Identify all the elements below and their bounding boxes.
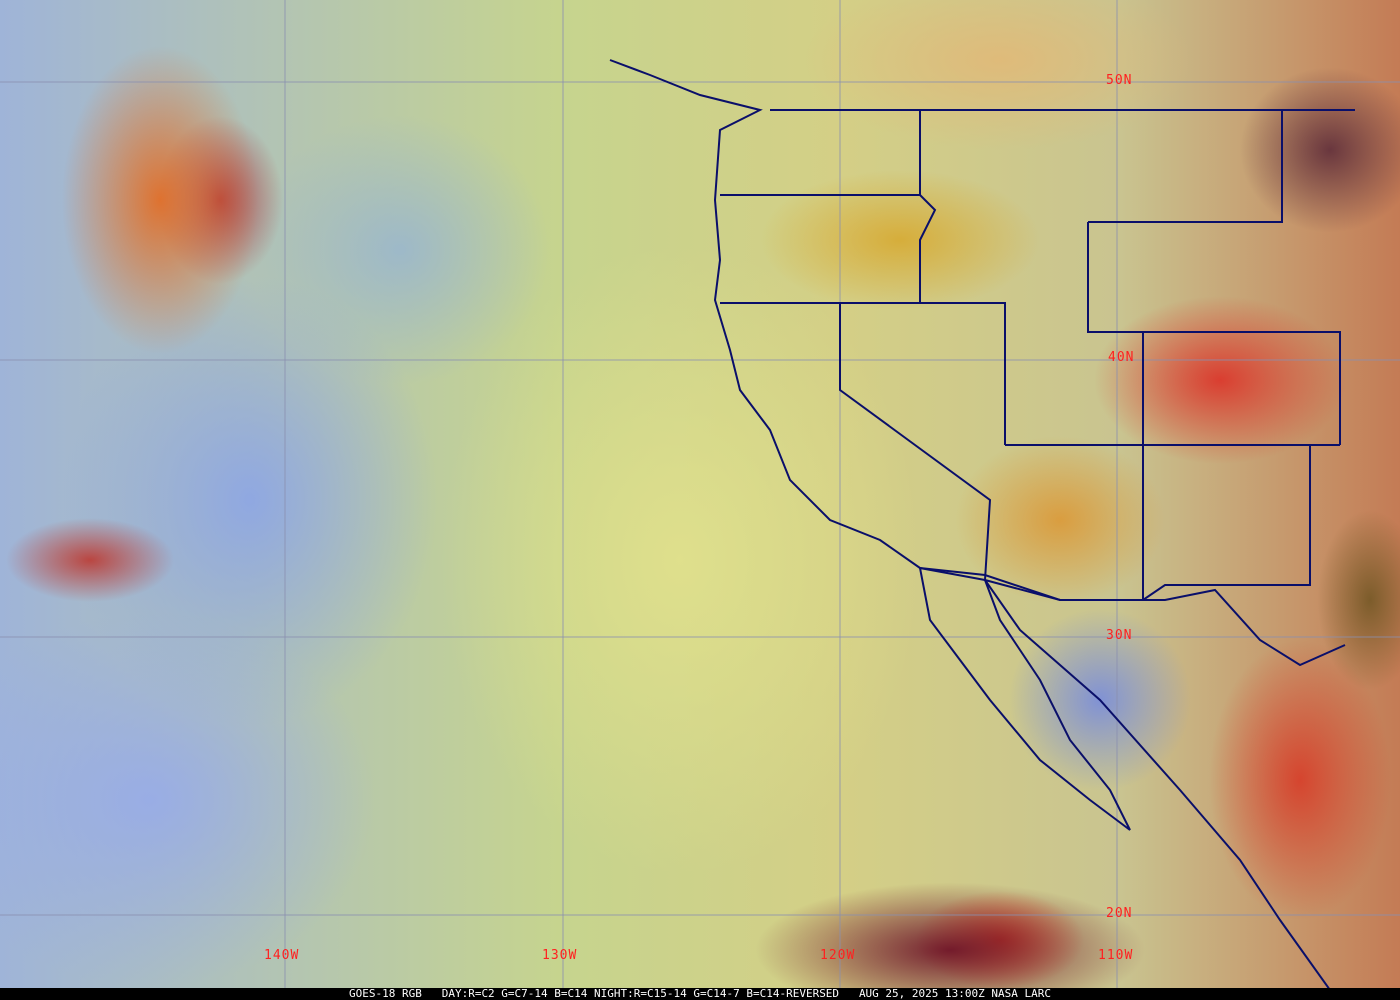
label-20n: 20N — [1106, 906, 1133, 921]
label-120w: 120W — [820, 948, 856, 963]
coastline-west — [609, 59, 986, 581]
caption-timestamp: AUG 25, 2025 13:00Z — [858, 987, 985, 1000]
us-mexico-border — [919, 567, 1346, 667]
caption-source: NASA LARC — [991, 987, 1052, 1000]
label-50n: 50N — [1106, 73, 1133, 88]
coastline-mexico — [984, 579, 1330, 988]
label-140w: 140W — [264, 948, 300, 963]
caption-recipe: DAY:R=C2 G=C7-14 B=C14 NIGHT:R=C15-14 G=… — [441, 987, 840, 1000]
label-40n: 40N — [1108, 350, 1135, 365]
coastline-baja — [919, 567, 1131, 831]
label-30n: 30N — [1106, 628, 1133, 643]
label-110w: 110W — [1098, 948, 1134, 963]
caption-satellite: GOES-18 RGB — [348, 987, 422, 1000]
state-borders — [720, 110, 1341, 601]
label-130w: 130W — [542, 948, 578, 963]
caption-bar: GOES-18 RGB DAY:R=C2 G=C7-14 B=C14 NIGHT… — [0, 988, 1400, 1000]
